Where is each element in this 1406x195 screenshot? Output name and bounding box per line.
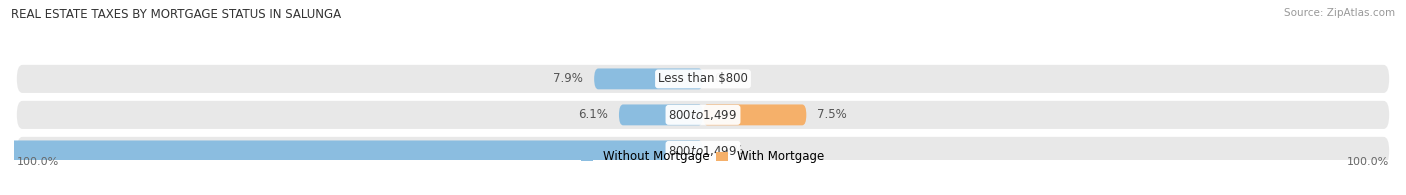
Text: $800 to $1,499: $800 to $1,499 — [668, 144, 738, 158]
FancyBboxPatch shape — [595, 68, 703, 89]
Text: 7.9%: 7.9% — [553, 72, 583, 85]
FancyBboxPatch shape — [619, 105, 703, 125]
Text: 100.0%: 100.0% — [17, 157, 59, 167]
FancyBboxPatch shape — [17, 65, 1389, 93]
Legend: Without Mortgage, With Mortgage: Without Mortgage, With Mortgage — [581, 150, 825, 163]
Text: $800 to $1,499: $800 to $1,499 — [668, 108, 738, 122]
FancyBboxPatch shape — [0, 140, 703, 161]
FancyBboxPatch shape — [17, 101, 1389, 129]
Text: 7.5%: 7.5% — [817, 108, 846, 121]
Text: 0.0%: 0.0% — [714, 72, 744, 85]
Text: 100.0%: 100.0% — [1347, 157, 1389, 167]
Text: REAL ESTATE TAXES BY MORTGAGE STATUS IN SALUNGA: REAL ESTATE TAXES BY MORTGAGE STATUS IN … — [11, 8, 342, 21]
Text: 6.1%: 6.1% — [578, 108, 607, 121]
Text: Less than $800: Less than $800 — [658, 72, 748, 85]
Text: 0.0%: 0.0% — [714, 144, 744, 157]
FancyBboxPatch shape — [17, 137, 1389, 165]
Text: Source: ZipAtlas.com: Source: ZipAtlas.com — [1284, 8, 1395, 18]
FancyBboxPatch shape — [703, 105, 807, 125]
